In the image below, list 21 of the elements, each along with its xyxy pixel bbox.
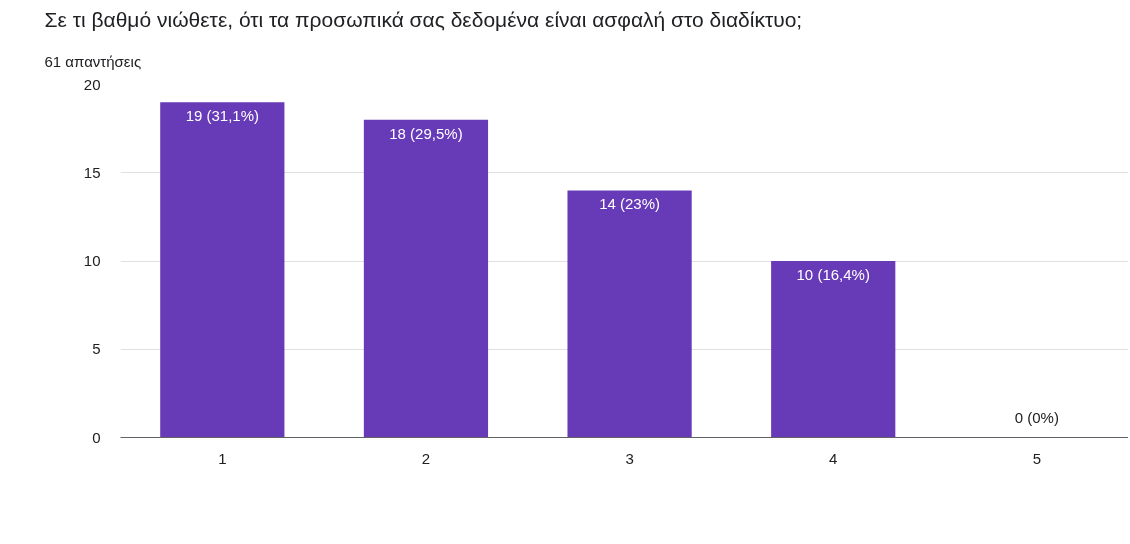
y-tick-label: 15 [83, 163, 101, 181]
data-label: 18 (29,5%) [389, 124, 463, 142]
y-tick-label: 0 [92, 428, 101, 446]
bar [363, 119, 489, 438]
x-tick-label: 3 [625, 449, 634, 467]
x-tick-label: 1 [218, 449, 227, 467]
bar [160, 102, 285, 438]
y-tick-label: 5 [92, 340, 101, 358]
bar [567, 190, 692, 438]
data-label: 14 (23%) [599, 195, 661, 213]
data-label: 0 (0%) [1014, 408, 1059, 426]
x-tick-label: 5 [1032, 449, 1042, 467]
chart-subtitle: 61 απαντήσεις [44, 52, 142, 70]
x-tick-label: 4 [829, 449, 838, 467]
y-tick-label: 20 [83, 75, 101, 93]
chart-title: Σε τι βαθμό νιώθετε, ότι τα προσωπικά σας δεδομένα είναι ασφαλή στο διαδίκτυο; [44, 7, 803, 31]
y-tick-label: 10 [83, 252, 101, 269]
x-tick-label: 2 [421, 449, 431, 467]
data-label: 10 (16,4%) [796, 266, 870, 283]
bar [771, 261, 896, 438]
data-label: 19 (31,1%) [185, 107, 260, 125]
